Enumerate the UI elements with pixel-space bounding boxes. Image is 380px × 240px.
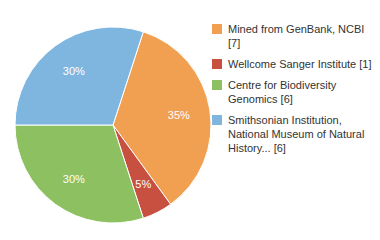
svg-text:30%: 30%: [63, 65, 85, 77]
svg-text:35%: 35%: [168, 109, 190, 121]
html-text:Smithsonian Institution, Natio: Smithsonian Institution, National Museum…: [228, 114, 365, 154]
html-text:Wellcome Sanger Institute [1]: Wellcome Sanger Institute [1]: [228, 58, 372, 70]
html-text:Centre for Biodiversity Genomi: Centre for Biodiversity Genomics [6]: [228, 79, 337, 105]
html-text:Mined from GenBank, NCBI [7]: Mined from GenBank, NCBI [7]: [228, 23, 365, 49]
svg-text:30%: 30%: [63, 173, 85, 185]
svg-text:5%: 5%: [135, 178, 151, 190]
